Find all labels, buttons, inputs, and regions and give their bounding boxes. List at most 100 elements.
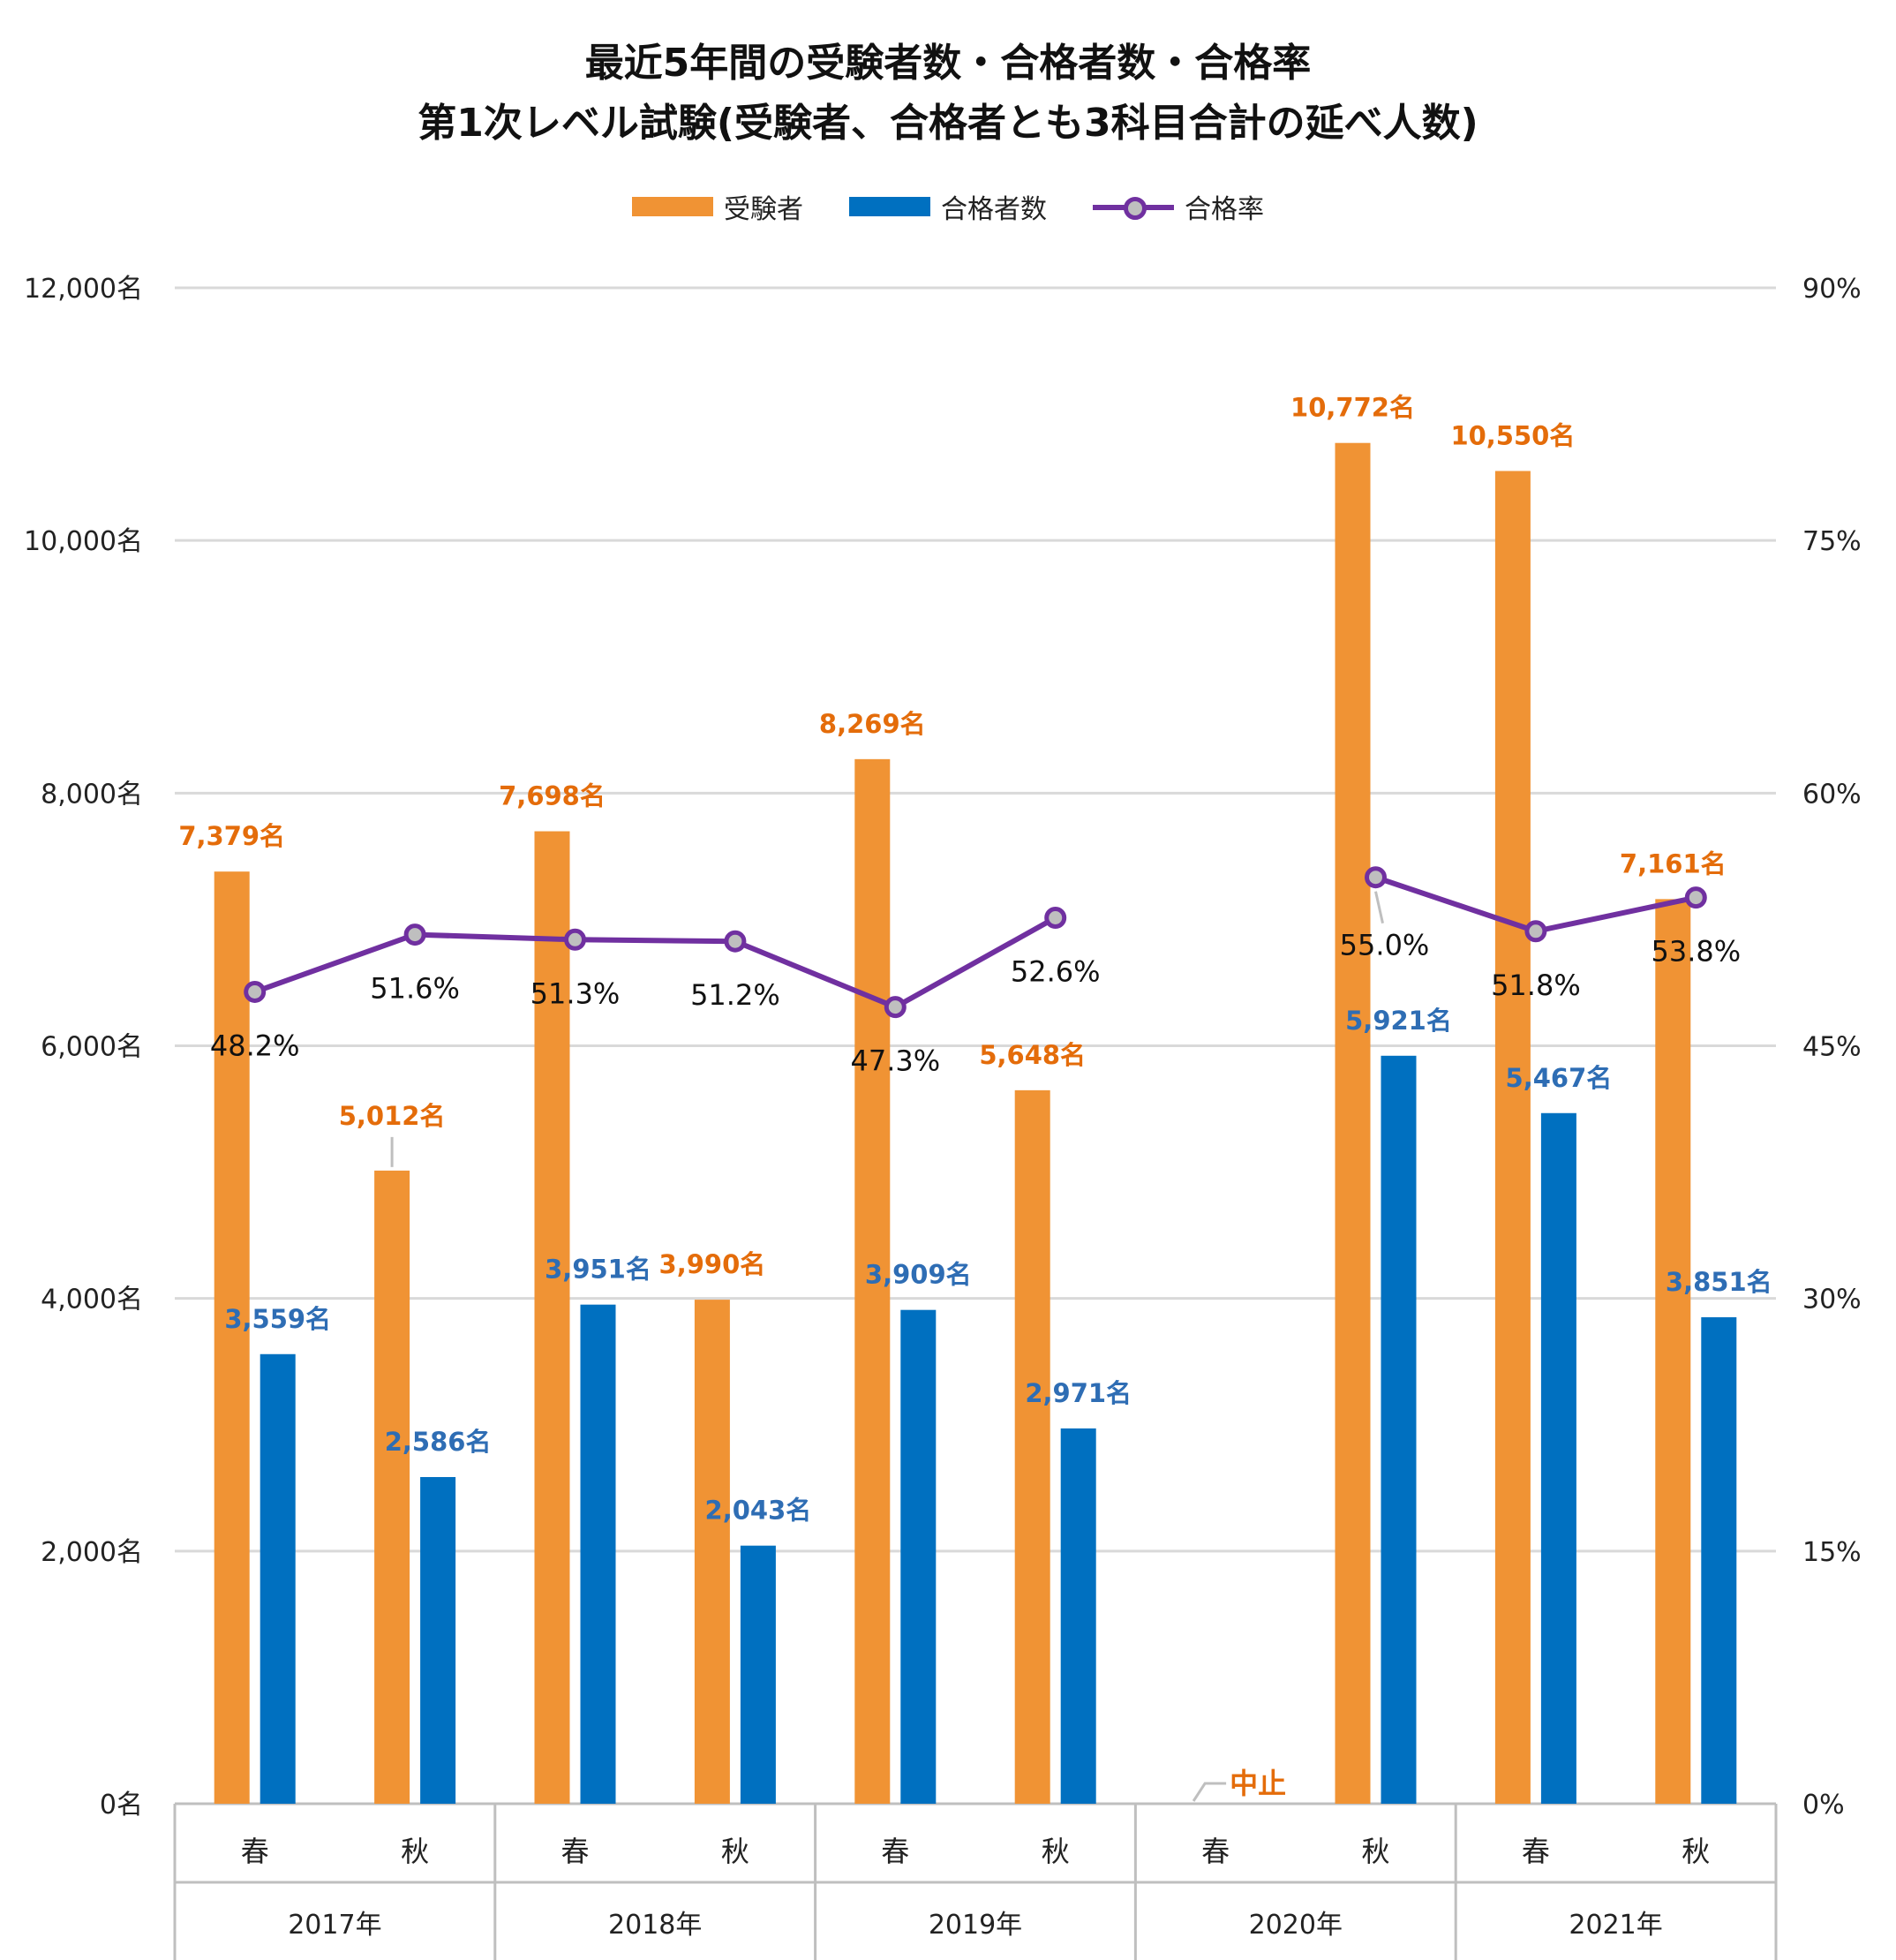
y-tick-label: 2,000名	[41, 1537, 143, 1568]
rate-marker	[1365, 866, 1387, 889]
data-label-pass: 2,971名	[1025, 1378, 1132, 1408]
rate-marker	[244, 980, 267, 1003]
data-label-exam: 中止	[1230, 1767, 1286, 1800]
data-label-rate: 51.3%	[530, 976, 621, 1010]
y2-tick-label: 0%	[1802, 1790, 1845, 1821]
data-label-exam: 7,698名	[499, 781, 606, 811]
legend-swatch-rate	[1093, 193, 1174, 220]
data-label-rate: 51.8%	[1491, 969, 1581, 1002]
bar-exam	[374, 1170, 410, 1804]
x-tick-label: 秋	[1361, 1835, 1389, 1868]
data-label-exam: 7,161名	[1620, 848, 1727, 878]
bar-exam	[534, 831, 570, 1805]
bar-exam	[1494, 471, 1531, 1804]
bar-exam	[1014, 1089, 1050, 1804]
legend-item-pass: 合格者数	[849, 187, 1047, 226]
chart-title-line-2: 第1次レベル試験(受験者、合格者とも3科目合計の延べ人数)	[418, 101, 1478, 146]
chart-title: 最近5年間の受験者数・合格者数・合格率 第1次レベル試験(受験者、合格者とも3科…	[0, 34, 1896, 154]
bar-pass	[740, 1545, 776, 1804]
data-label-rate: 48.2%	[210, 1029, 300, 1062]
legend-label-rate: 合格率	[1185, 194, 1264, 225]
data-label-pass: 2,586名	[385, 1427, 492, 1457]
data-label-pass: 5,467名	[1506, 1063, 1613, 1093]
y2-tick-label: 45%	[1802, 1032, 1862, 1063]
y2-tick-label: 15%	[1802, 1537, 1862, 1568]
data-label-exam: 5,648名	[979, 1040, 1086, 1070]
data-label-rate: 55.0%	[1340, 929, 1430, 962]
x-group-label: 2017年	[288, 1910, 381, 1941]
data-label-pass: 3,559名	[224, 1304, 331, 1334]
bar-exam	[694, 1300, 730, 1804]
bar-exam	[214, 871, 250, 1804]
data-label-pass: 5,921名	[1345, 1006, 1452, 1036]
rate-line	[253, 915, 1057, 1010]
x-tick-label: 秋	[1682, 1835, 1710, 1868]
legend-item-rate: 合格率	[1093, 187, 1264, 226]
y2-tick-label: 60%	[1802, 779, 1862, 810]
bar-pass	[580, 1304, 616, 1804]
legend-label-exam: 受験者	[724, 194, 803, 225]
bar-exam	[1335, 442, 1371, 1805]
rate-marker	[884, 996, 907, 1019]
y-tick-label: 8,000名	[41, 779, 143, 810]
legend-swatch-pass	[849, 197, 930, 216]
y-tick-label: 12,000名	[24, 274, 143, 305]
data-label-rate: 51.2%	[690, 978, 780, 1012]
bar-pass	[1540, 1112, 1576, 1804]
data-label-exam: 10,550名	[1450, 420, 1575, 450]
y2-tick-label: 90%	[1802, 274, 1862, 305]
chart-title-line-1: 最近5年間の受験者数・合格者数・合格率	[584, 41, 1312, 86]
bar-pass	[1060, 1428, 1096, 1804]
rate-marker	[403, 923, 426, 946]
y-tick-label: 0名	[100, 1790, 143, 1821]
y2-tick-label: 30%	[1802, 1285, 1862, 1315]
bar-exam	[854, 758, 891, 1804]
legend-label-pass: 合格者数	[941, 194, 1047, 225]
y-tick-label: 10,000名	[24, 526, 143, 557]
x-tick-label: 秋	[1042, 1835, 1070, 1868]
x-tick-label: 春	[1201, 1835, 1230, 1868]
y-tick-label: 6,000名	[41, 1032, 143, 1063]
rate-marker	[1044, 907, 1067, 930]
bar-exam	[1655, 899, 1691, 1804]
rate-marker	[1524, 920, 1547, 943]
leader-line	[1192, 1782, 1227, 1802]
x-group-label: 2018年	[608, 1910, 702, 1941]
bar-pass	[900, 1309, 937, 1804]
data-label-exam: 7,379名	[178, 821, 285, 851]
data-label-rate: 47.3%	[850, 1044, 940, 1078]
y-tick-label: 4,000名	[41, 1285, 143, 1315]
rate-marker	[1684, 886, 1707, 909]
legend-item-exam: 受験者	[632, 187, 803, 226]
bar-pass	[420, 1476, 456, 1804]
leader-line	[1374, 891, 1384, 924]
x-group-label: 2021年	[1569, 1910, 1662, 1941]
data-label-rate: 51.6%	[370, 972, 460, 1006]
bar-pass	[1381, 1055, 1417, 1804]
rate-marker	[564, 928, 586, 951]
data-label-exam: 10,772名	[1290, 393, 1415, 423]
data-label-exam: 8,269名	[819, 709, 926, 739]
legend-swatch-exam	[632, 197, 713, 216]
x-tick-label: 春	[881, 1835, 909, 1868]
data-label-exam: 3,990名	[659, 1249, 766, 1279]
data-label-pass: 3,909名	[865, 1260, 972, 1290]
x-tick-label: 秋	[401, 1835, 429, 1868]
x-tick-label: 秋	[721, 1835, 749, 1868]
data-label-pass: 2,043名	[705, 1496, 812, 1526]
bar-pass	[260, 1353, 296, 1804]
x-group-label: 2020年	[1249, 1910, 1343, 1941]
rate-marker	[724, 930, 747, 953]
data-label-pass: 3,951名	[545, 1255, 651, 1285]
x-group-label: 2019年	[929, 1910, 1022, 1941]
y2-tick-label: 75%	[1802, 526, 1862, 557]
x-tick-label: 春	[1522, 1835, 1550, 1868]
data-label-rate: 52.6%	[1011, 955, 1101, 989]
data-label-pass: 3,851名	[1666, 1267, 1772, 1297]
data-label-rate: 53.8%	[1651, 935, 1741, 969]
data-label-exam: 5,012名	[339, 1101, 446, 1131]
legend: 受験者 合格者数 合格率	[0, 187, 1896, 226]
bar-pass	[1701, 1316, 1737, 1804]
x-tick-label: 春	[241, 1835, 269, 1868]
